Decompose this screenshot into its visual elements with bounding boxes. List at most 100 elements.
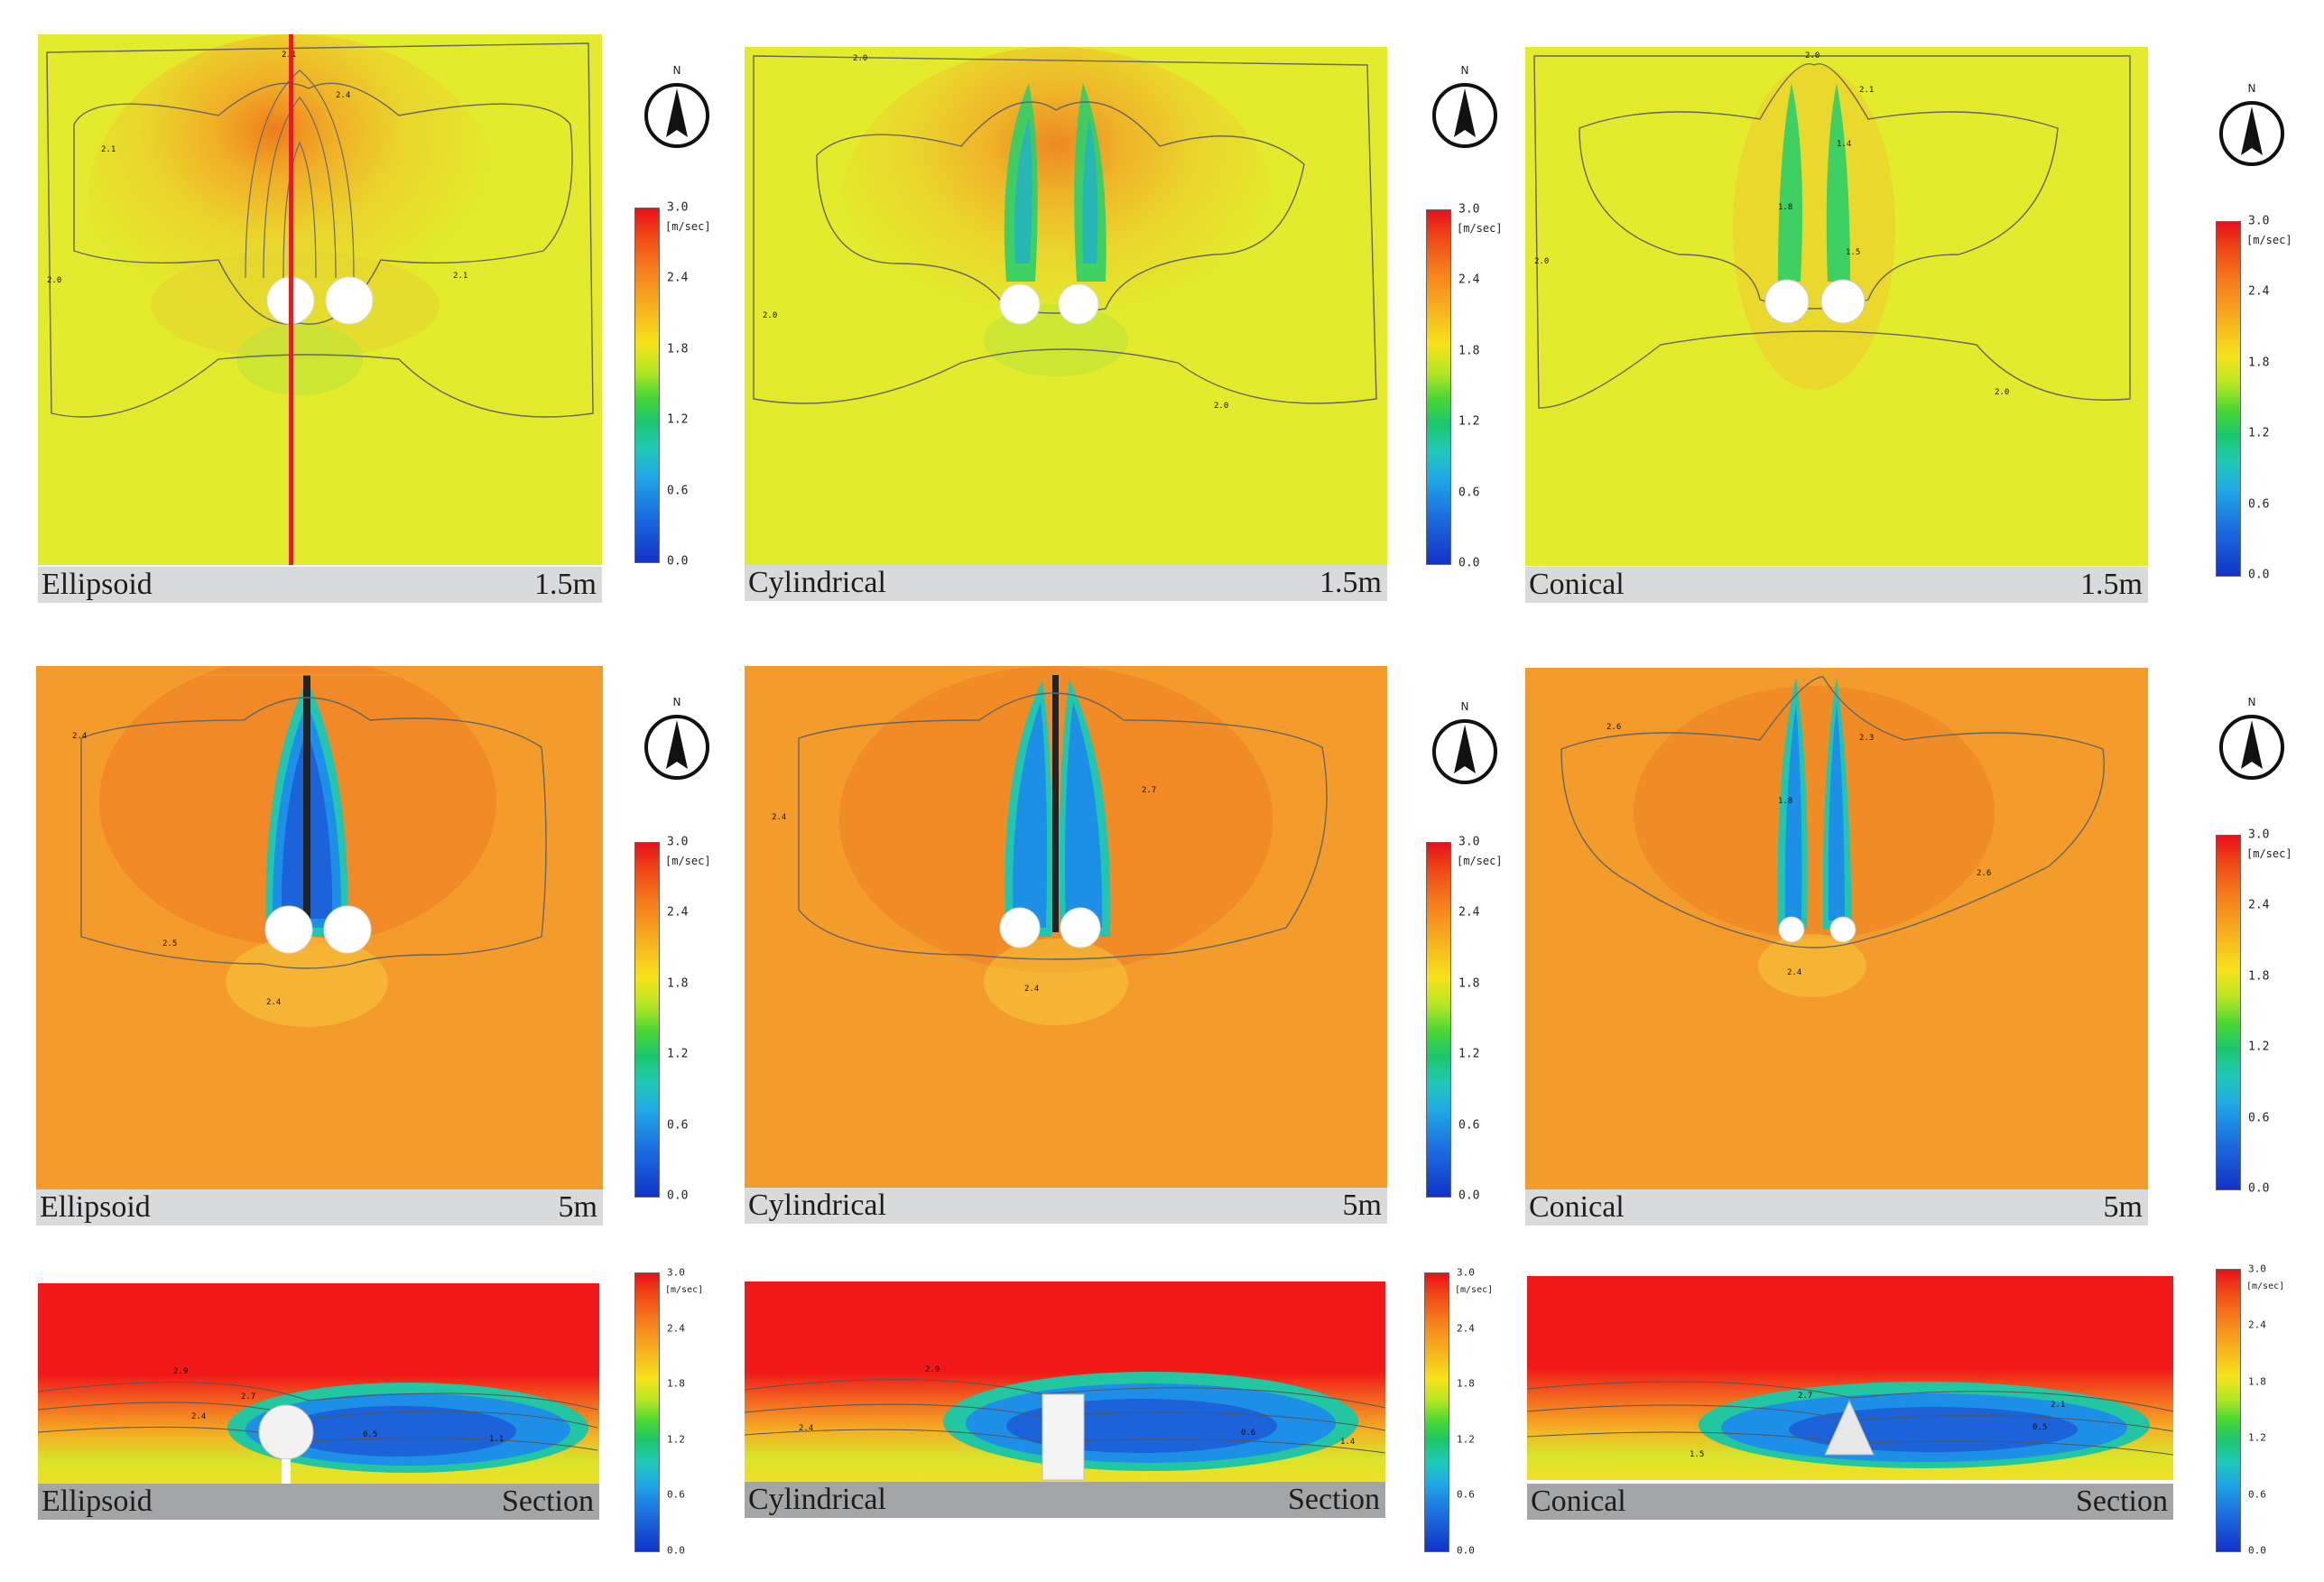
legend-tick: 2.4 (2248, 284, 2270, 299)
legend-unit: [m/sec] (2246, 847, 2292, 860)
legend-tick: 1.2 (1457, 1433, 1475, 1446)
contour-label: 1.1 (489, 1435, 504, 1444)
wind-field-plot: 2.4 2.7 2.4 (745, 666, 1387, 1188)
section-label: Section (1288, 1483, 1380, 1516)
color-scale-bar (2216, 1269, 2241, 1552)
legend-unit: [m/sec] (1457, 855, 1503, 867)
legend-unit: [m/sec] (1457, 222, 1503, 235)
legend-tick: 0.0 (2248, 1181, 2270, 1196)
contour-label: 2.0 (1534, 257, 1549, 266)
legend-tick: 0.0 (1458, 1189, 1480, 1203)
legend-unit: [m/sec] (2246, 1281, 2285, 1291)
section-view-cylindrical: 2.9 2.4 0.6 1.4 (745, 1281, 1385, 1482)
legend-tick: 3.0 (1457, 1266, 1475, 1279)
color-scale-bar (634, 842, 660, 1198)
legend-tick: 0.0 (667, 1189, 689, 1203)
legend-tick: 3.0 (667, 200, 689, 215)
contour-label: 2.4 (772, 813, 786, 822)
legend-tick: 1.8 (667, 342, 689, 356)
north-arrow-icon: N (1429, 699, 1501, 790)
legend-tick: 1.2 (2248, 426, 2270, 440)
color-scale-bar (634, 208, 660, 563)
legend-tick: 2.4 (2248, 1318, 2266, 1331)
legend-unit: [m/sec] (2246, 234, 2292, 246)
shape-label: Cylindrical (748, 1483, 886, 1516)
velocity-legend: [m/sec] 3.0 2.4 1.8 1.2 0.6 0.0 (634, 1267, 716, 1557)
legend-unit: [m/sec] (1455, 1285, 1494, 1295)
caption-bar: Cylindrical 1.5m (745, 565, 1387, 601)
legend-tick: 0.6 (1457, 1488, 1475, 1501)
legend-tick: 2.4 (1458, 273, 1480, 287)
wind-field-plot: 2.6 2.6 2.4 1.8 2.3 (1525, 668, 2148, 1189)
legend-tick: 3.0 (2248, 1263, 2266, 1275)
contour-label: 2.0 (853, 54, 867, 63)
height-label: 5m (2103, 1190, 2143, 1224)
color-scale-bar (634, 1272, 660, 1552)
caption-bar: Conical 1.5m (1525, 567, 2148, 603)
contour-label: 1.4 (1340, 1438, 1355, 1447)
contour-label: 1.4 (1837, 140, 1851, 149)
color-scale-bar (1426, 842, 1451, 1198)
north-arrow-icon: N (1429, 63, 1501, 153)
shape-label: Conical (1529, 1190, 1625, 1224)
contour-label: 2.4 (336, 91, 350, 100)
contour-label: 2.1 (453, 272, 468, 281)
legend-tick: 0.0 (2248, 1544, 2266, 1557)
contour-label: 2.3 (1859, 734, 1874, 743)
legend-tick: 0.0 (2248, 568, 2270, 582)
contour-label: 2.0 (1805, 51, 1819, 60)
legend-tick: 0.6 (1458, 486, 1480, 500)
contour-label: 2.6 (1977, 869, 1991, 878)
legend-tick: 0.0 (1457, 1544, 1475, 1557)
contour-label: 0.5 (2032, 1423, 2047, 1432)
contour-label: 1.8 (1778, 203, 1792, 212)
svg-text:N: N (2248, 82, 2256, 95)
contour-label: 2.4 (1024, 985, 1039, 994)
legend-tick: 1.8 (667, 1377, 685, 1390)
contour-label: 2.0 (763, 311, 777, 320)
height-label: 5m (558, 1190, 597, 1224)
shape-label: Conical (1529, 568, 1625, 601)
legend-tick: 3.0 (2248, 828, 2270, 842)
height-label: 1.5m (534, 568, 597, 601)
velocity-legend: [m/sec] 3.0 2.4 1.8 1.2 0.6 0.0 (1426, 836, 1516, 1203)
legend-tick: 0.6 (1458, 1118, 1480, 1133)
color-scale-bar (2216, 835, 2241, 1190)
svg-text:N: N (673, 696, 681, 708)
legend-tick: 2.4 (667, 271, 689, 285)
velocity-legend: [m/sec] 3.0 2.4 1.8 1.2 0.6 0.0 (1424, 1267, 1505, 1557)
legend-tick: 0.0 (667, 554, 689, 569)
contour-label: 2.1 (2051, 1401, 2065, 1410)
shape-label: Cylindrical (748, 1189, 886, 1222)
legend-tick: 0.6 (2248, 1111, 2270, 1125)
color-scale-bar (1426, 209, 1451, 565)
legend-tick: 0.0 (1458, 556, 1480, 570)
contour-label: 2.7 (241, 1392, 255, 1402)
velocity-legend: [m/sec] 3.0 2.4 1.8 1.2 0.6 0.0 (2216, 828, 2306, 1196)
contour-label: 2.4 (72, 732, 87, 741)
legend-tick: 2.4 (667, 905, 689, 920)
legend-tick: 2.4 (1458, 905, 1480, 920)
section-label: Section (502, 1485, 594, 1518)
plan-view-cylindrical-5m: 2.4 2.7 2.4 (745, 666, 1387, 1188)
contour-label: 2.9 (925, 1365, 940, 1374)
svg-text:N: N (1461, 700, 1469, 713)
caption-bar: Cylindrical 5m (745, 1188, 1387, 1224)
svg-text:N: N (673, 64, 681, 77)
legend-tick: 1.2 (667, 1433, 685, 1446)
contour-label: 2.5 (162, 939, 177, 948)
legend-tick: 3.0 (1458, 835, 1480, 849)
plan-view-ellipsoid-1-5m: 2.1 2.1 2.4 2.0 2.1 (38, 34, 602, 565)
legend-tick: 1.2 (667, 1047, 689, 1061)
legend-unit: [m/sec] (665, 1285, 704, 1295)
height-label: 1.5m (2080, 568, 2143, 601)
color-scale-bar (2216, 221, 2241, 577)
shape-label: Ellipsoid (42, 1485, 153, 1518)
velocity-legend: [m/sec] 3.0 2.4 1.8 1.2 0.6 0.0 (1426, 203, 1516, 570)
contour-label: 2.0 (1214, 402, 1228, 411)
legend-tick: 2.4 (2248, 898, 2270, 912)
legend-tick: 2.4 (667, 1322, 685, 1335)
legend-unit: [m/sec] (665, 855, 711, 867)
contour-label: 2.1 (101, 145, 116, 154)
contour-label: 2.4 (799, 1424, 813, 1433)
